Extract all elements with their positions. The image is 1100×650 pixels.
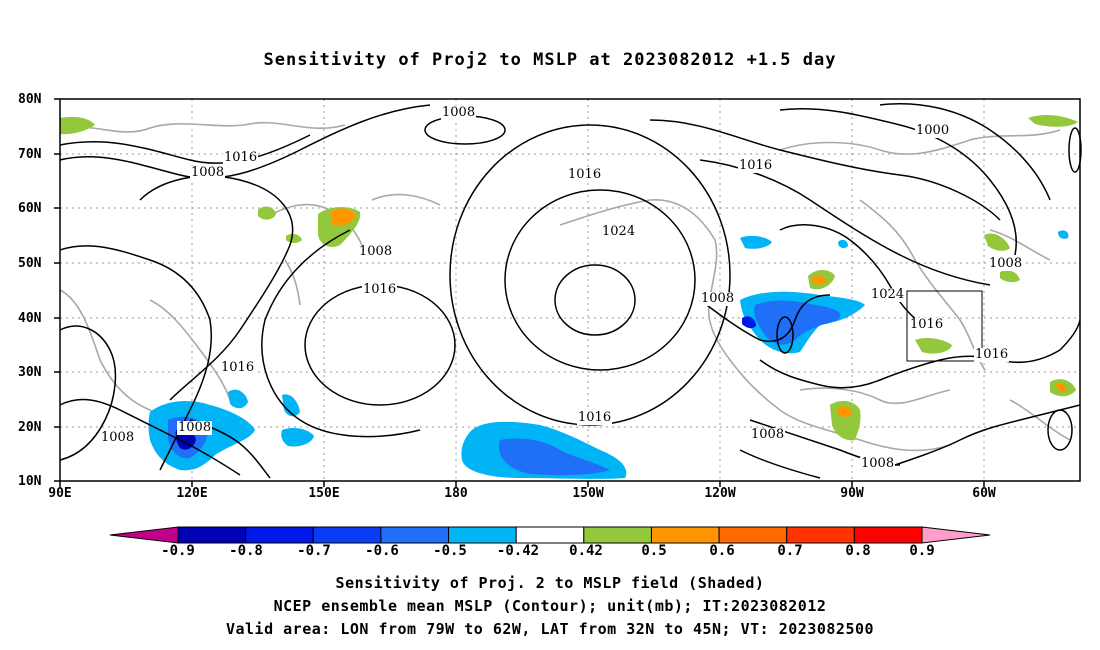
contour-label: 1024 (870, 287, 906, 302)
colorbar-segment (245, 526, 314, 544)
colorbar-label: 0.8 (845, 543, 871, 559)
contour-label: 1000 (915, 123, 951, 138)
contour-label: 1016 (220, 360, 256, 375)
contour-label: 1008 (988, 256, 1024, 271)
lat-label-50n: 50N (18, 256, 42, 271)
contour-label: 1016 (577, 410, 613, 425)
colorbar-max-arrow (921, 526, 991, 544)
colorbar-label: -0.9 (161, 543, 195, 559)
contour-label: 1016 (567, 167, 603, 182)
lat-label-60n: 60N (18, 201, 42, 216)
contour-label: 1016 (362, 282, 398, 297)
colorbar-segment (718, 526, 788, 544)
contour-label: 1008 (358, 244, 394, 259)
colorbar-segment (853, 526, 923, 544)
caption-valid-area: Valid area: LON from 79W to 62W, LAT fro… (225, 620, 875, 638)
map-title: Sensitivity of Proj2 to MSLP at 20230820… (263, 50, 837, 70)
contour-label: 1008 (190, 165, 226, 180)
caption-shading: Sensitivity of Proj. 2 to MSLP field (Sh… (335, 574, 765, 592)
colorbar-segment (650, 526, 720, 544)
colorbar-label: -0.8 (229, 543, 263, 559)
colorbar-segment (177, 526, 247, 544)
contour-label: 1008 (441, 105, 477, 120)
lon-label-120w: 120W (704, 486, 736, 501)
colorbar-label: -0.6 (365, 543, 399, 559)
colorbar-label: 0.5 (641, 543, 667, 559)
colorbar-segment (312, 526, 382, 544)
caption-contour: NCEP ensemble mean MSLP (Contour); unit(… (273, 597, 827, 615)
sensitivity-shading (60, 115, 1078, 479)
contour-label: 1016 (738, 158, 774, 173)
colorbar-label: 0.6 (709, 543, 735, 559)
contour-label: 1016 (223, 150, 259, 165)
lat-label-70n: 70N (18, 147, 42, 162)
contour-label: 1016 (974, 347, 1010, 362)
lat-label-10n: 10N (18, 474, 42, 489)
colorbar-label: -0.7 (297, 543, 331, 559)
colorbar-min-arrow (109, 526, 179, 544)
colorbar-segment (448, 526, 517, 544)
lon-label-90e: 90E (48, 486, 72, 501)
lat-label-40n: 40N (18, 311, 42, 326)
lat-label-20n: 20N (18, 420, 42, 435)
contour-label: 1024 (601, 224, 637, 239)
contour-label: 1016 (909, 317, 945, 332)
contour-label: 1008 (177, 420, 213, 435)
colorbar-segment (786, 526, 855, 544)
colorbar-segment (380, 526, 450, 544)
lon-label-180: 180 (444, 486, 468, 501)
contour-label: 1008 (750, 427, 786, 442)
lon-label-150w: 150W (572, 486, 604, 501)
lat-label-30n: 30N (18, 365, 42, 380)
tick-marks (54, 98, 985, 487)
valid-area-box (906, 290, 983, 362)
plot-frame (59, 98, 1081, 482)
lon-label-90w: 90W (840, 486, 864, 501)
contour-label: 1008 (100, 430, 136, 445)
lon-label-150e: 150E (308, 486, 340, 501)
lat-label-80n: 80N (18, 92, 42, 107)
contour-label: 1008 (860, 456, 896, 471)
colorbar-label: -0.42 (496, 543, 540, 559)
colorbar-label: -0.5 (433, 543, 467, 559)
colorbar-label: 0.9 (909, 543, 935, 559)
colorbar-segment (583, 526, 652, 544)
contour-label: 1008 (700, 291, 736, 306)
lon-label-60w: 60W (972, 486, 996, 501)
colorbar-segment (515, 526, 585, 544)
lon-label-120e: 120E (176, 486, 208, 501)
colorbar-label: 0.7 (777, 543, 803, 559)
colorbar (109, 526, 991, 544)
colorbar-label: 0.42 (569, 543, 603, 559)
